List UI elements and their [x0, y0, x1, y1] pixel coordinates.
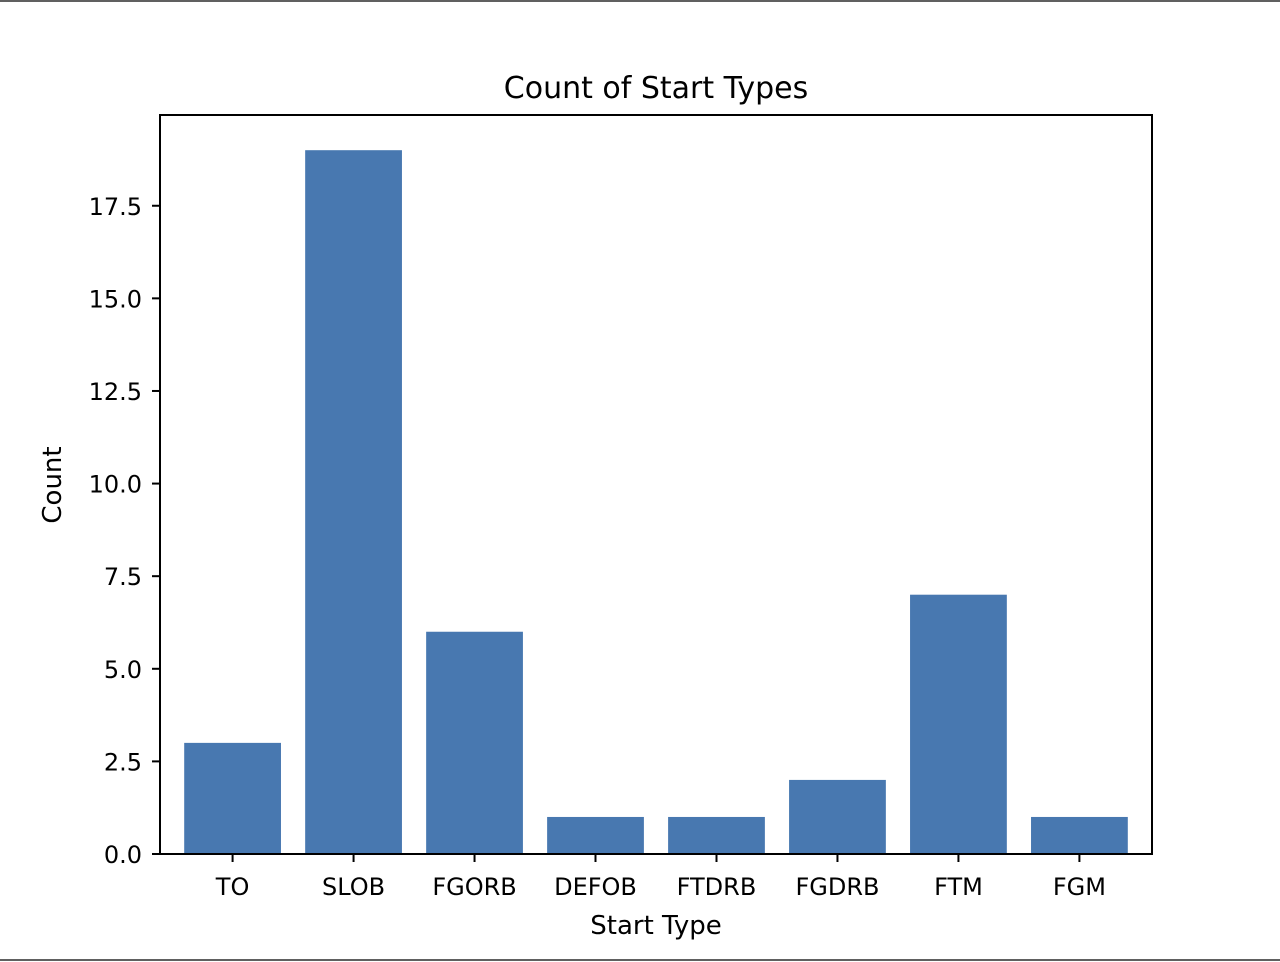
y-axis-ticks: 0.0 2.5 5.0 7.5 10.0 12.5 15.0 17.5 [89, 193, 160, 869]
x-axis-label: Start Type [590, 911, 722, 941]
x-tick-label: FGDRB [795, 873, 879, 901]
bar-fgdrb [789, 779, 886, 854]
y-tick-label: 0.0 [104, 841, 142, 869]
bar-fgorb [426, 631, 523, 854]
bar-ftm [910, 594, 1007, 854]
x-axis-ticks: TO SLOB FGORB DEFOB FTDRB FGDRB FTM FGM [215, 854, 1106, 901]
y-tick-label: 7.5 [104, 563, 142, 591]
x-tick-label: SLOB [322, 873, 385, 901]
y-tick-label: 15.0 [89, 285, 142, 313]
bar-to [184, 742, 281, 854]
y-tick-label: 12.5 [89, 378, 142, 406]
x-tick-label: FTM [934, 873, 983, 901]
plot-area-frame [159, 114, 1153, 855]
x-tick-label: TO [215, 873, 250, 901]
bar-ftdrb [668, 816, 765, 854]
bar-defob [547, 816, 644, 854]
x-tick-label: DEFOB [554, 873, 637, 901]
x-tick-label: FGM [1053, 873, 1106, 901]
y-tick-label: 17.5 [89, 193, 142, 221]
chart-title: Count of Start Types [504, 71, 808, 106]
y-tick-label: 5.0 [104, 656, 142, 684]
x-tick-label: FTDRB [677, 873, 757, 901]
y-tick-label: 2.5 [104, 748, 142, 776]
bar-fgm [1031, 816, 1128, 854]
bar-slob [305, 150, 402, 854]
y-tick-label: 10.0 [89, 471, 142, 499]
x-tick-label: FGORB [432, 873, 516, 901]
y-axis-label: Count [38, 446, 68, 523]
bars-group [184, 150, 1128, 854]
